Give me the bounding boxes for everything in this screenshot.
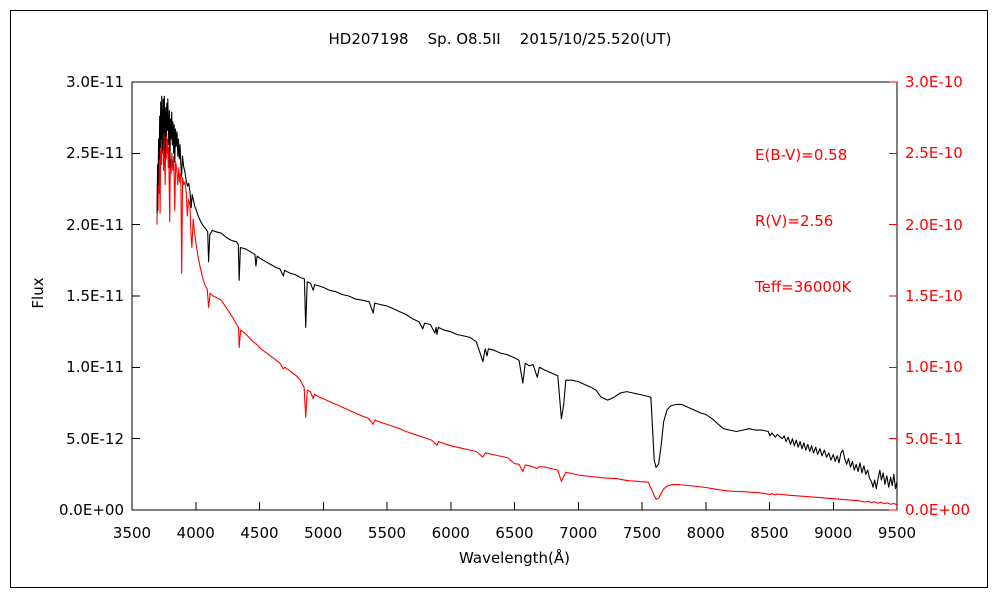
x-tick-label: 4500 xyxy=(240,524,279,542)
left-tick-label: 1.0E-11 xyxy=(66,358,124,377)
left-tick-label: 1.5E-11 xyxy=(66,287,124,305)
right-tick-label: 2.0E-10 xyxy=(905,215,963,234)
right-tick-label: 5.0E-11 xyxy=(905,429,963,448)
x-tick-label: 6000 xyxy=(431,524,470,542)
x-tick-label: 7500 xyxy=(622,524,662,542)
x-tick-label: 6500 xyxy=(495,524,534,542)
annotation-ebv: E(B-V)=0.58 xyxy=(755,146,848,164)
x-tick-label: 5500 xyxy=(367,524,407,542)
x-tick-label: 9500 xyxy=(877,524,917,542)
left-tick-label: 2.5E-11 xyxy=(66,144,124,163)
x-tick-label: 3500 xyxy=(112,524,152,542)
right-tick-label: 2.5E-10 xyxy=(905,144,963,163)
left-tick-label: 3.0E-11 xyxy=(66,73,124,91)
right-axis-ticks xyxy=(889,81,897,511)
x-tick-label: 5000 xyxy=(304,524,343,542)
red-spectrum-line xyxy=(156,121,898,506)
annotation-rv: R(V)=2.56 xyxy=(755,212,834,230)
chart-title: HD207198 Sp. O8.5II 2015/10/25.520(UT) xyxy=(328,30,672,48)
fit-parameters: E(B-V)=0.58 R(V)=2.56 Teff=36000K xyxy=(755,100,851,342)
left-tick-label: 0.0E+00 xyxy=(59,501,124,519)
x-tick-label: 7000 xyxy=(559,524,598,542)
x-axis-title: Wavelength(Å) xyxy=(459,549,570,567)
black-spectrum-line xyxy=(156,95,898,490)
right-tick-label: 3.0E-10 xyxy=(905,73,963,91)
left-tick-label: 5.0E-12 xyxy=(66,429,124,448)
left-axis-ticks xyxy=(132,81,140,511)
figure-border xyxy=(10,10,988,588)
x-tick-label: 8000 xyxy=(686,524,725,542)
left-tick-label: 2.0E-11 xyxy=(66,215,124,234)
right-tick-label: 1.5E-10 xyxy=(905,287,963,305)
x-tick-label: 4000 xyxy=(176,524,215,542)
right-tick-label: 1.0E-10 xyxy=(905,358,963,377)
x-axis-ticks xyxy=(131,502,898,510)
annotation-teff: Teff=36000K xyxy=(755,278,852,296)
x-tick-label: 9000 xyxy=(814,524,853,542)
x-tick-label: 8500 xyxy=(750,524,789,542)
right-tick-label: 0.0E+00 xyxy=(905,501,970,519)
